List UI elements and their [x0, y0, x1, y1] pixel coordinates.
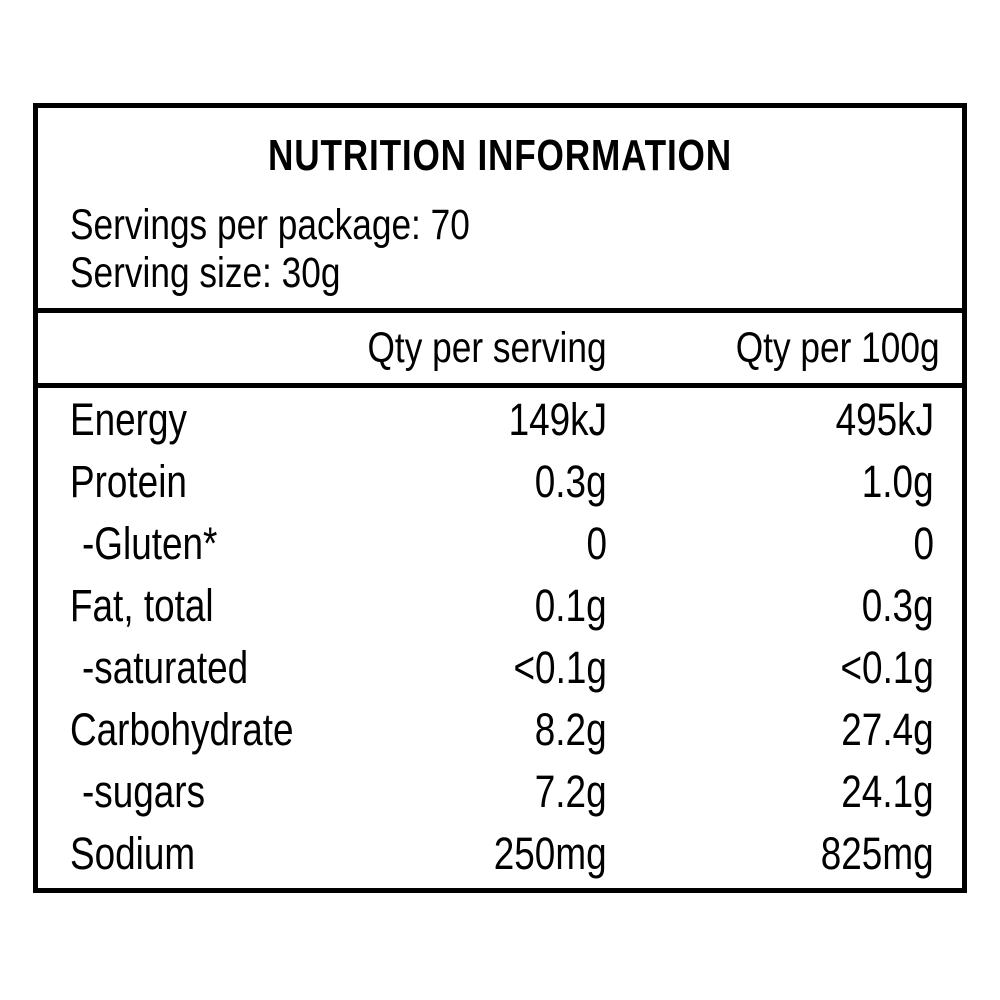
servings-per-package: Servings per package: 70 [70, 201, 470, 249]
value-per-serving: 0.3g [535, 456, 607, 507]
value-per-100g: 1.0g [862, 456, 934, 507]
value-per-serving: 250mg [494, 828, 607, 879]
value-per-serving: 0 [586, 518, 607, 569]
panel-title: NUTRITION INFORMATION [268, 131, 732, 180]
nutrient-label: -saturated [82, 642, 249, 693]
value-per-100g: 825mg [821, 828, 934, 879]
value-per-serving: 0.1g [535, 580, 607, 631]
panel-header: NUTRITION INFORMATION Servings per packa… [38, 108, 962, 313]
value-per-100g: 27.4g [841, 704, 934, 755]
value-per-serving: 8.2g [535, 704, 607, 755]
value-per-serving: 149kJ [508, 394, 607, 445]
value-per-100g: 24.1g [841, 766, 934, 817]
table-row: Sodium 250mg 825mg [38, 822, 962, 884]
value-per-100g: 0 [913, 518, 934, 569]
nutrient-label: -Gluten* [82, 518, 218, 569]
column-header-per-serving: Qty per serving [367, 324, 607, 372]
table-row: Fat, total 0.1g 0.3g [38, 574, 962, 636]
table-row: Energy 149kJ 495kJ [38, 388, 962, 450]
value-per-100g: 0.3g [862, 580, 934, 631]
value-per-serving: 7.2g [535, 766, 607, 817]
table-row: -sugars 7.2g 24.1g [38, 760, 962, 822]
nutrient-label: -sugars [82, 766, 206, 817]
nutrient-label: Energy [70, 394, 187, 445]
nutrient-label: Protein [70, 456, 187, 507]
nutrient-label: Carbohydrate [70, 704, 294, 755]
nutrition-panel: NUTRITION INFORMATION Servings per packa… [33, 103, 967, 893]
table-row: Protein 0.3g 1.0g [38, 450, 962, 512]
value-per-100g: <0.1g [840, 642, 934, 693]
column-header-per-100g: Qty per 100g [736, 324, 940, 372]
table-row: -Gluten* 0 0 [38, 512, 962, 574]
value-per-serving: <0.1g [513, 642, 607, 693]
nutrient-label: Sodium [70, 828, 196, 879]
nutrient-rows: Energy 149kJ 495kJ Protein 0.3g 1.0g -Gl… [38, 388, 962, 884]
value-per-100g: 495kJ [835, 394, 934, 445]
nutrient-label: Fat, total [70, 580, 214, 631]
table-row: -saturated <0.1g <0.1g [38, 636, 962, 698]
table-row: Carbohydrate 8.2g 27.4g [38, 698, 962, 760]
column-header-row: Qty per serving Qty per 100g [38, 313, 962, 388]
serving-size: Serving size: 30g [70, 249, 341, 297]
